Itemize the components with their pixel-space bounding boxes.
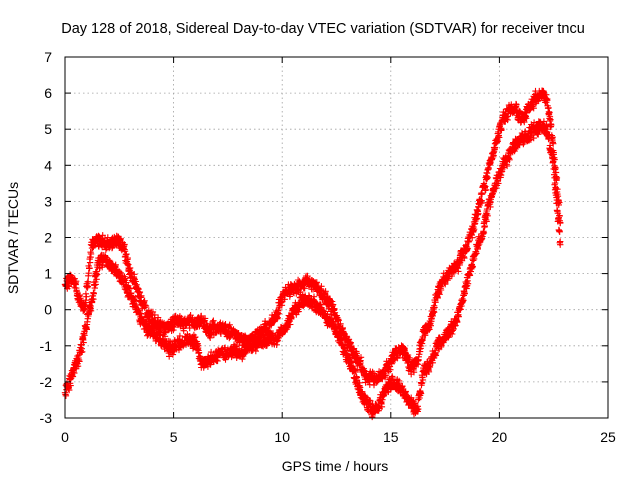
x-axis-label: GPS time / hours [282,458,389,474]
data-points [61,87,564,421]
y-tick-label: -2 [40,374,53,390]
y-axis-label: SDTVAR / TECUs [5,182,21,294]
axis-ticks [64,56,609,419]
data-point [550,165,557,173]
y-tick-label: 1 [44,266,52,282]
y-tick-label: 3 [44,193,52,209]
x-tick-label: 15 [383,429,399,445]
y-tick-label: 2 [44,230,52,246]
y-tick-label: -3 [40,410,53,426]
series-2 [61,118,564,421]
x-tick-label: 25 [600,429,616,445]
y-tick-label: -1 [40,338,53,354]
x-tick-label: 0 [61,429,69,445]
chart-title: Day 128 of 2018, Sidereal Day-to-day VTE… [61,21,585,37]
x-tick-label: 20 [492,429,508,445]
x-tick-label: 5 [170,429,178,445]
y-tick-label: 4 [44,157,52,173]
y-tick-label: 0 [44,302,52,318]
y-tick-label: 7 [44,49,52,65]
y-tick-label: 5 [44,121,52,137]
y-tick-label: 6 [44,85,52,101]
x-tick-label: 10 [274,429,290,445]
tick-labels: 0 5 10 15 20 25 -3 -2 -1 0 1 2 3 4 5 6 7 [40,49,616,445]
